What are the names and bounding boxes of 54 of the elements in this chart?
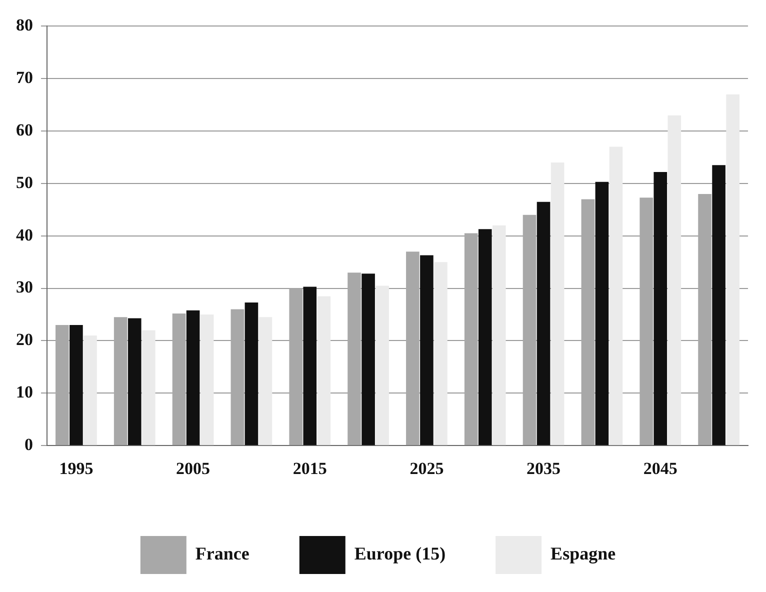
bar (609, 146, 623, 446)
bar (142, 330, 156, 446)
bar (492, 225, 506, 446)
bar (420, 255, 434, 446)
x-tick-label: 1995 (59, 459, 94, 478)
bar (581, 199, 595, 446)
bar (595, 182, 609, 446)
bar (362, 274, 375, 446)
bar (668, 115, 682, 446)
y-tick-label: 20 (16, 330, 33, 350)
bar (230, 309, 244, 446)
bar (289, 288, 303, 446)
bar (172, 313, 186, 446)
y-tick-label: 40 (16, 225, 33, 244)
bar (522, 214, 536, 446)
bar (640, 198, 654, 446)
y-tick-label: 70 (16, 68, 33, 88)
x-tick-label: 2015 (292, 459, 327, 478)
legend-label: Europe (15) (354, 544, 446, 564)
bar (244, 302, 258, 446)
bar (186, 310, 200, 446)
bar (70, 325, 83, 446)
y-tick-label: 60 (16, 120, 33, 140)
bar (654, 172, 668, 446)
bar (434, 262, 448, 446)
bar (200, 314, 214, 446)
bar (550, 162, 564, 446)
x-tick-label: 2005 (176, 459, 210, 478)
bar (303, 286, 317, 446)
bar (726, 94, 740, 446)
legend-label: France (195, 544, 250, 564)
y-tick-label: 80 (16, 16, 33, 35)
bar (348, 272, 361, 446)
bar (406, 252, 420, 446)
bar (317, 296, 331, 446)
bar (464, 233, 478, 446)
bar (258, 317, 272, 446)
bar (698, 194, 712, 446)
bar (536, 202, 550, 446)
y-tick-label: 50 (16, 172, 33, 192)
bar (478, 229, 492, 446)
y-tick-label: 0 (24, 434, 33, 454)
bar (56, 325, 69, 446)
bar (376, 286, 389, 446)
bar (128, 318, 142, 446)
y-tick-label: 10 (16, 382, 33, 402)
bar (712, 165, 726, 446)
bar (114, 317, 128, 446)
x-tick-label: 2045 (643, 459, 678, 478)
y-tick-label: 30 (16, 278, 33, 297)
x-tick-label: 2035 (526, 459, 561, 478)
bar (84, 336, 97, 446)
x-tick-label: 2025 (410, 459, 444, 478)
legend-label: Espagne (550, 544, 616, 564)
